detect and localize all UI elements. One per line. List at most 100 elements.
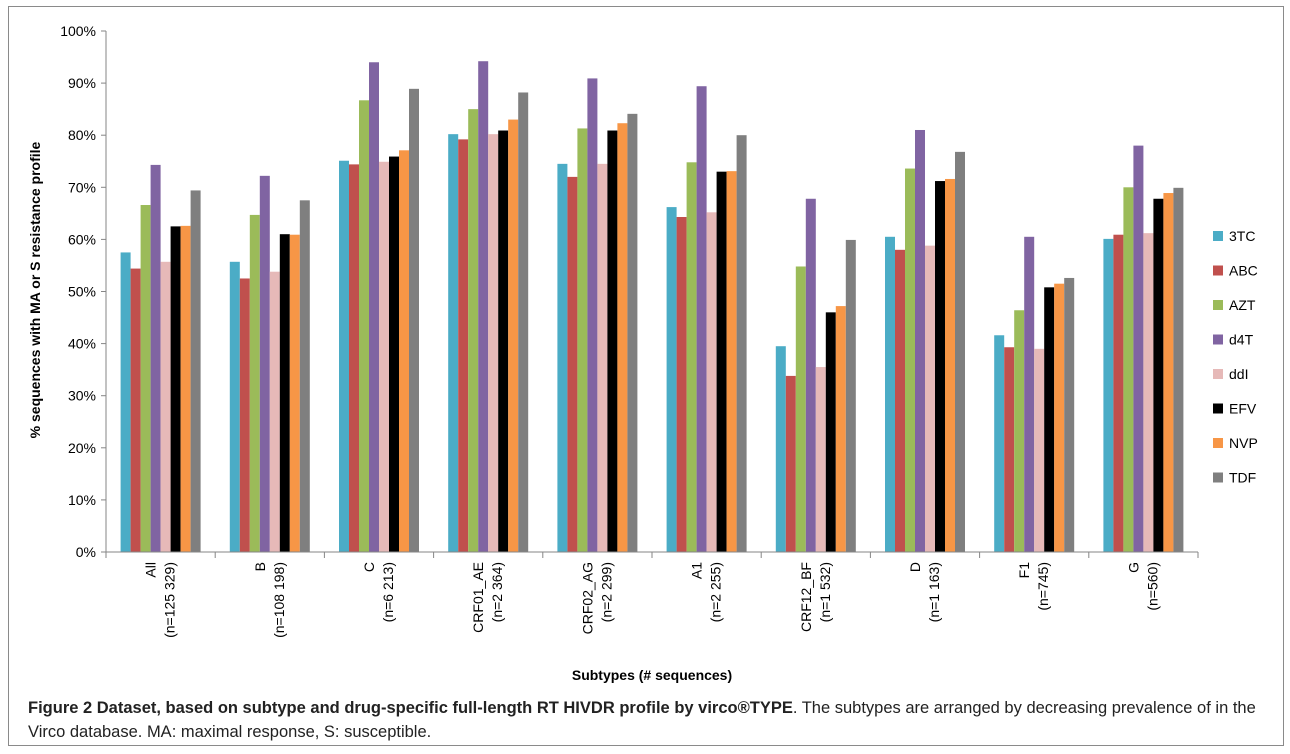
x-axis-ticks: All (n=125 329) B (n=108 198) C (n=6 213) CRF0… bbox=[105, 552, 1199, 638]
legend-swatch-d4T bbox=[1213, 334, 1223, 345]
bar-ABC-CRF01_AE bbox=[458, 139, 469, 553]
bar-EFV-F1 bbox=[1044, 287, 1055, 552]
bar-3TC-All bbox=[120, 252, 131, 553]
y-tick-label: 40% bbox=[68, 336, 96, 352]
x-tick-label: C bbox=[361, 562, 377, 572]
bar-AZT-B bbox=[249, 214, 260, 552]
y-tick-label: 30% bbox=[68, 388, 96, 404]
y-tick-label: 70% bbox=[68, 179, 96, 195]
bar-d4T-F1 bbox=[1024, 236, 1035, 553]
y-tick-label: 100% bbox=[60, 23, 96, 39]
bar-d4T-C bbox=[369, 62, 379, 552]
x-tick-count: (n=108 198) bbox=[271, 562, 287, 638]
bar-d4T-CRF01_AE bbox=[478, 61, 489, 553]
legend-label-ddI: ddI bbox=[1229, 366, 1248, 382]
bar-TDF-C bbox=[409, 88, 419, 553]
x-tick-label: All bbox=[143, 562, 159, 578]
legend-label-TDF: TDF bbox=[1229, 470, 1256, 486]
x-tick-count: (n=1 163) bbox=[926, 562, 942, 622]
bar-TDF-CRF12_BF bbox=[845, 239, 856, 552]
bar-d4T-G bbox=[1133, 145, 1144, 552]
bar-series bbox=[120, 61, 1184, 553]
x-tick-label: F1 bbox=[1016, 562, 1032, 579]
bar-3TC-D bbox=[885, 236, 895, 553]
bar-ddI-CRF02_AG bbox=[597, 163, 608, 553]
bar-ddI-CRF01_AE bbox=[488, 134, 499, 552]
bar-AZT-A1 bbox=[686, 162, 697, 553]
bar-ABC-B bbox=[239, 278, 250, 552]
bar-AZT-D bbox=[905, 168, 915, 552]
x-axis-title: Subtypes (# sequences) bbox=[572, 667, 732, 683]
bar-3TC-A1 bbox=[666, 207, 677, 552]
figure-caption: Figure 2 Dataset, based on subtype and d… bbox=[28, 696, 1280, 744]
bar-NVP-C bbox=[399, 150, 409, 552]
bar-EFV-D bbox=[935, 181, 945, 552]
bar-3TC-CRF02_AG bbox=[557, 163, 568, 553]
x-tick-label: A1 bbox=[689, 562, 705, 579]
bar-3TC-CRF12_BF bbox=[775, 346, 786, 552]
x-tick-label-group: CRF12_BF (n=1 532) bbox=[798, 562, 833, 632]
bar-ddI-B bbox=[269, 271, 280, 552]
x-tick-label-group: CRF01_AE (n=2 364) bbox=[470, 562, 505, 633]
x-tick-label-group: D (n=1 163) bbox=[907, 562, 942, 622]
y-tick-label: 20% bbox=[68, 440, 96, 456]
bar-EFV-G bbox=[1153, 198, 1164, 552]
legend-label-EFV: EFV bbox=[1229, 401, 1257, 417]
x-tick-count: (n=2 255) bbox=[708, 562, 724, 622]
bar-TDF-F1 bbox=[1064, 277, 1075, 552]
legend-label-NVP: NVP bbox=[1229, 435, 1258, 451]
bar-ABC-G bbox=[1113, 234, 1124, 552]
bar-ddI-All bbox=[160, 261, 171, 552]
bar-AZT-CRF02_AG bbox=[577, 128, 588, 552]
bar-AZT-C bbox=[359, 100, 369, 552]
bar-3TC-CRF01_AE bbox=[448, 134, 459, 552]
x-tick-label: CRF02_AG bbox=[579, 562, 595, 634]
legend-swatch-AZT bbox=[1213, 300, 1223, 310]
bar-3TC-G bbox=[1103, 238, 1114, 552]
y-tick-label: 10% bbox=[68, 492, 96, 508]
x-tick-label: D bbox=[907, 562, 923, 572]
y-axis-ticks: 0% 10% 20% 30% 40% 50% 60% 70% 80% 90% 100% bbox=[60, 23, 106, 560]
caption-label: Figure 2 Dataset, based on subtype and d… bbox=[28, 699, 793, 717]
bar-NVP-G bbox=[1163, 193, 1174, 552]
bar-NVP-B bbox=[289, 234, 300, 552]
bar-NVP-CRF12_BF bbox=[835, 306, 846, 552]
bar-EFV-C bbox=[389, 156, 399, 552]
bar-TDF-CRF02_AG bbox=[627, 113, 638, 553]
bar-TDF-A1 bbox=[736, 135, 747, 552]
y-tick-label: 50% bbox=[68, 284, 96, 300]
legend: 3TC ABC AZT d4T ddI EFV NVP TDF bbox=[1213, 228, 1258, 486]
bar-TDF-CRF01_AE bbox=[518, 92, 529, 552]
x-tick-label: CRF12_BF bbox=[798, 562, 814, 632]
bar-EFV-CRF01_AE bbox=[498, 130, 509, 553]
bar-EFV-A1 bbox=[716, 171, 727, 553]
bar-ABC-F1 bbox=[1004, 347, 1015, 552]
bar-NVP-D bbox=[945, 178, 955, 553]
x-tick-label-group: B (n=108 198) bbox=[252, 562, 287, 638]
x-tick-count: (n=745) bbox=[1035, 562, 1051, 611]
bar-NVP-CRF02_AG bbox=[617, 123, 628, 552]
bar-AZT-CRF01_AE bbox=[468, 109, 479, 553]
x-tick-count: (n=560) bbox=[1144, 562, 1160, 611]
bar-ABC-CRF02_AG bbox=[567, 176, 578, 552]
bar-chart: 0%10%20%30%40%50%60%70%80%90%100% All (n=… bbox=[27, 23, 1258, 683]
x-tick-count: (n=2 299) bbox=[598, 562, 614, 622]
bar-3TC-B bbox=[229, 261, 240, 552]
legend-swatch-NVP bbox=[1213, 438, 1223, 448]
bar-AZT-G bbox=[1123, 187, 1134, 553]
x-tick-count: (n=125 329) bbox=[162, 562, 178, 638]
caption-text: . The subtypes are arranged by decreasin… bbox=[28, 699, 1256, 741]
bar-TDF-All bbox=[190, 190, 201, 552]
bar-d4T-CRF12_BF bbox=[805, 198, 816, 552]
legend-swatch-EFV bbox=[1213, 403, 1223, 414]
bar-ddI-F1 bbox=[1034, 348, 1045, 552]
bar-AZT-All bbox=[140, 205, 151, 552]
x-tick-label-group: C (n=6 213) bbox=[361, 562, 396, 622]
bar-EFV-B bbox=[279, 234, 290, 552]
x-tick-count: (n=6 213) bbox=[380, 562, 396, 622]
y-tick-label: 90% bbox=[68, 75, 96, 91]
bar-EFV-CRF02_AG bbox=[607, 130, 618, 553]
legend-swatch-3TC bbox=[1213, 231, 1223, 241]
bar-ddI-G bbox=[1143, 233, 1154, 552]
bar-ABC-A1 bbox=[676, 216, 687, 552]
